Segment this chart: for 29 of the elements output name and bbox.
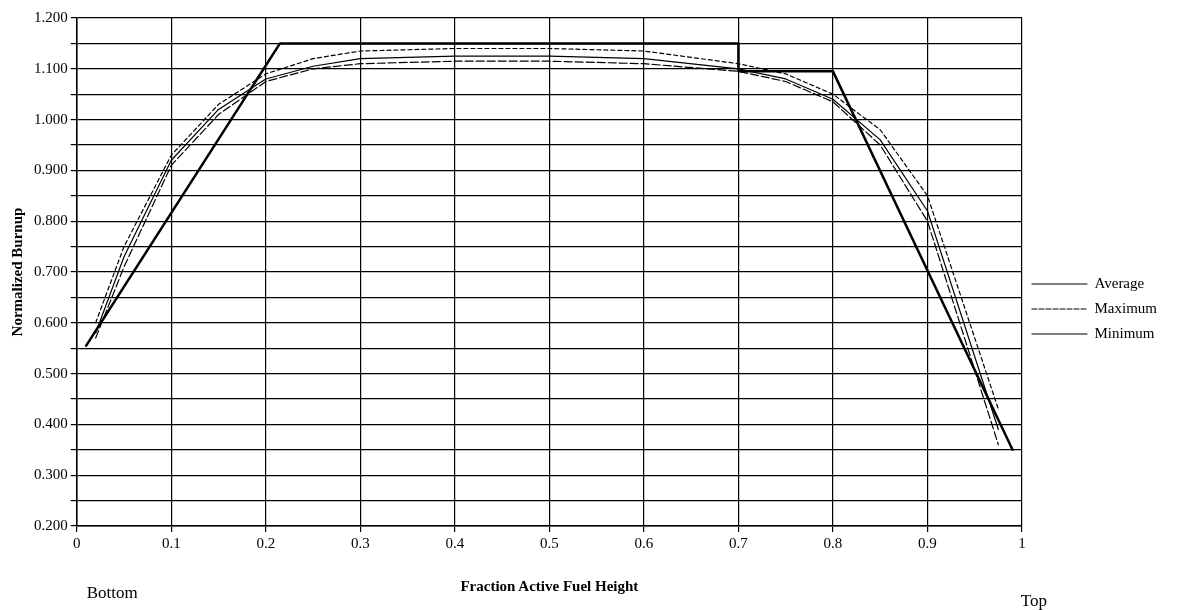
text: Bottom [86, 583, 138, 603]
y-tick-label: 1.000 [34, 110, 68, 127]
x-axis-title: Fraction Active Fuel Height [460, 577, 639, 594]
x-tick-label: 0.5 [540, 534, 559, 551]
x-tick-label: 0.9 [918, 534, 937, 551]
x-tick-label: 1 [1018, 534, 1026, 551]
y-tick-label: 0.200 [34, 516, 68, 533]
y-tick-label: 0.800 [34, 212, 68, 229]
y-tick-label: 1.100 [34, 59, 68, 76]
y-tick-label: 0.900 [34, 161, 68, 178]
legend-label: Average [1094, 274, 1145, 291]
x-tick-label: 0 [73, 534, 81, 551]
y-axis-title: Normalized Burnup [8, 207, 25, 337]
y-tick-label: 1.200 [34, 8, 68, 25]
x-tick-label: 0.3 [350, 534, 370, 551]
legend-label: Minimum [1094, 324, 1155, 341]
y-tick-label: 0.600 [34, 313, 68, 330]
y-tick-label: 0.300 [34, 466, 68, 483]
x-tick-label: 0.7 [729, 534, 749, 551]
x-tick-label: 0.2 [256, 534, 276, 551]
x-tick-label: 0.1 [161, 534, 181, 551]
text: Top [1020, 591, 1047, 610]
y-tick-label: 0.700 [34, 262, 68, 279]
legend-label: Maximum [1094, 299, 1158, 316]
y-tick-label: 0.400 [34, 415, 68, 432]
x-tick-label: 0.6 [634, 534, 654, 551]
x-tick-label: 0.4 [445, 534, 465, 551]
y-tick-label: 0.500 [34, 364, 68, 381]
x-tick-label: 0.8 [823, 534, 843, 551]
